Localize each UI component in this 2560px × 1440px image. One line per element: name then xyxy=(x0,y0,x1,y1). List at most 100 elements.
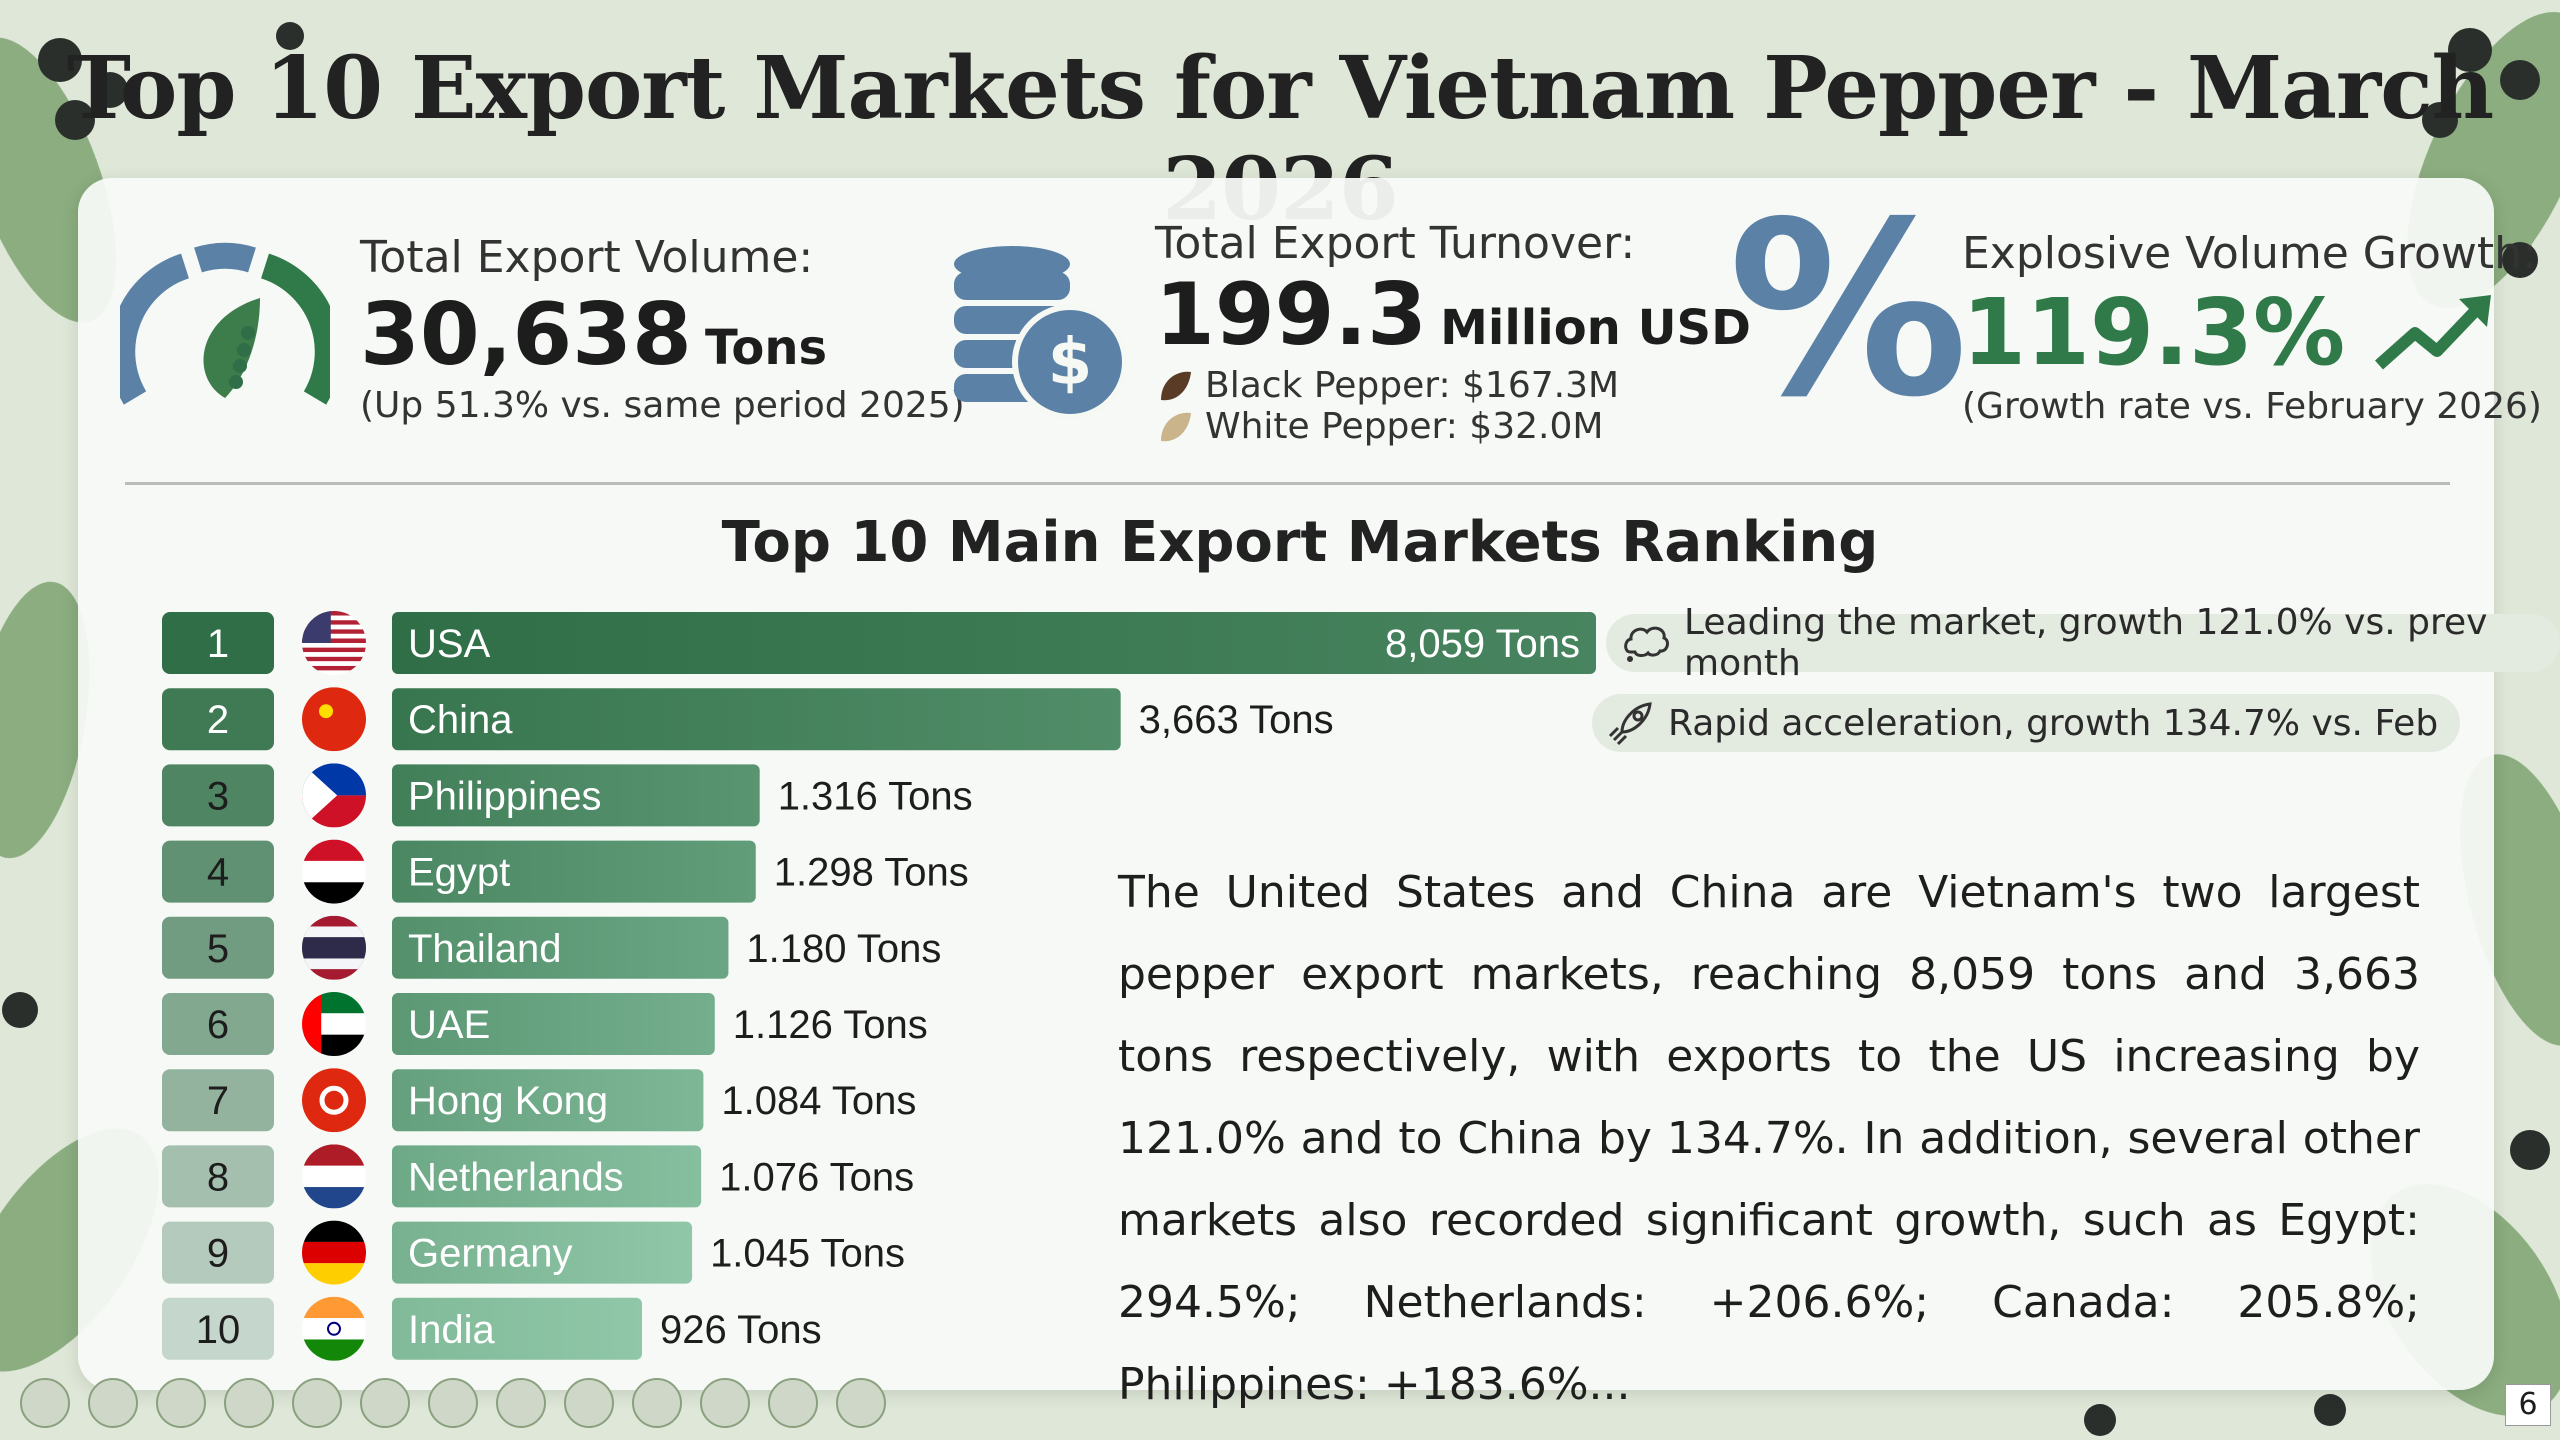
rank-number: 8 xyxy=(207,1155,229,1199)
rank-number: 10 xyxy=(196,1308,241,1352)
black-peppercorn-icon xyxy=(1161,371,1191,400)
bar xyxy=(392,1221,693,1284)
kpi-volume-note: (Up 51.3% vs. same period 2025) xyxy=(360,385,965,426)
rank-number: 3 xyxy=(207,774,229,818)
kpi-growth-value: 119.3% xyxy=(1962,279,2346,386)
bar-category-label: China xyxy=(408,698,513,742)
annotation-usa: Leading the market, growth 121.0% vs. pr… xyxy=(1606,602,2560,684)
philippines-flag-icon xyxy=(302,763,366,828)
bar-value-label: 8,059 Tons xyxy=(1385,622,1580,666)
hongkong-flag-icon xyxy=(302,1068,366,1133)
certification-badge-icon xyxy=(632,1378,682,1428)
rocket-icon xyxy=(1608,700,1654,746)
certification-badge-icon xyxy=(564,1378,614,1428)
bar xyxy=(392,916,729,979)
bar-value-label: 1.180 Tons xyxy=(746,927,941,971)
bar-category-label: USA xyxy=(408,622,491,666)
bar-category-label: Germany xyxy=(408,1232,573,1276)
bar xyxy=(392,1069,704,1132)
bar-value-label: 1.126 Tons xyxy=(733,1003,928,1047)
annotation-china: Rapid acceleration, growth 134.7% vs. Fe… xyxy=(1592,694,2461,752)
bar-value-label: 1.298 Tons xyxy=(774,851,969,895)
bar-category-label: Thailand xyxy=(408,927,561,971)
rank-box xyxy=(162,1145,274,1208)
svg-text:$: $ xyxy=(1048,326,1093,400)
germany-flag-icon xyxy=(302,1220,366,1285)
bar-value-label: 1.045 Tons xyxy=(710,1232,905,1276)
kpi-turnover-unit: Million USD xyxy=(1440,300,1751,356)
coin-stack-icon: $ xyxy=(954,246,1128,420)
kpi-growth: Explosive Volume Growth: 119.3% (Growth … xyxy=(1962,228,2542,427)
kpi-turnover: Total Export Turnover: 199.3 Million USD… xyxy=(1155,218,1751,447)
bar-category-label: UAE xyxy=(408,1003,490,1047)
rank-number: 7 xyxy=(207,1079,229,1123)
china-flag-icon xyxy=(302,687,366,752)
black-pepper-value: Black Pepper: $167.3M xyxy=(1205,365,1620,406)
annotation-china-text: Rapid acceleration, growth 134.7% vs. Fe… xyxy=(1668,702,2439,744)
certification-badges xyxy=(20,1378,886,1428)
rank-box xyxy=(162,993,274,1055)
percent-icon: % xyxy=(1728,170,1969,450)
rank-box xyxy=(162,916,274,979)
thought-bubble-icon xyxy=(1622,622,1670,664)
kpi-volume-label: Total Export Volume: xyxy=(360,232,814,283)
us-flag-icon xyxy=(302,611,366,675)
bar-category-label: India xyxy=(408,1308,495,1352)
rank-box xyxy=(162,764,274,827)
kpi-turnover-label: Total Export Turnover: xyxy=(1155,218,1636,269)
certification-badge-icon xyxy=(428,1378,478,1428)
certification-badge-icon xyxy=(360,1378,410,1428)
bar xyxy=(392,1297,642,1360)
certification-badge-icon xyxy=(768,1378,818,1428)
certification-badge-icon xyxy=(700,1378,750,1428)
rank-box xyxy=(162,1069,274,1132)
bar-category-label: Netherlands xyxy=(408,1155,624,1199)
annotation-usa-text: Leading the market, growth 121.0% vs. pr… xyxy=(1684,602,2488,684)
bar-value-label: 1.076 Tons xyxy=(719,1155,914,1199)
rank-number: 9 xyxy=(207,1232,229,1276)
white-pepper-row: White Pepper: $32.0M xyxy=(1155,406,1751,447)
thailand-flag-icon xyxy=(302,915,366,980)
rank-number: 6 xyxy=(207,1003,229,1047)
certification-badge-icon xyxy=(20,1378,70,1428)
rank-box xyxy=(162,612,274,674)
bar-category-label: Hong Kong xyxy=(408,1079,608,1123)
bar xyxy=(392,840,756,903)
trend-up-icon xyxy=(2375,294,2492,369)
divider xyxy=(125,482,2450,485)
bar-value-label: 926 Tons xyxy=(660,1308,822,1352)
certification-badge-icon xyxy=(836,1378,886,1428)
rank-number: 2 xyxy=(207,698,229,742)
kpi-volume: Total Export Volume: 30,638 Tons (Up 51.… xyxy=(360,232,965,426)
page-number: 6 xyxy=(2505,1384,2551,1426)
white-pepper-value: White Pepper: $32.0M xyxy=(1205,406,1604,447)
kpi-turnover-value: 199.3 xyxy=(1155,265,1428,365)
certification-badge-icon xyxy=(292,1378,342,1428)
bar-value-label: 1.316 Tons xyxy=(778,774,973,818)
white-peppercorn-icon xyxy=(1161,412,1191,441)
certification-badge-icon xyxy=(224,1378,274,1428)
rank-number: 1 xyxy=(207,622,229,666)
page-title: Top 10 Export Markets for Vietnam Pepper… xyxy=(66,38,2494,240)
bar-value-label: 1.084 Tons xyxy=(721,1079,916,1123)
bar xyxy=(392,612,1596,674)
bar xyxy=(392,764,760,827)
kpi-volume-value: 30,638 xyxy=(360,285,692,385)
kpi-volume-unit: Tons xyxy=(704,320,828,376)
bar-category-label: Egypt xyxy=(408,851,510,895)
rank-box xyxy=(162,1221,274,1284)
bar-category-label: Philippines xyxy=(408,774,601,818)
rank-number: 5 xyxy=(207,927,229,971)
india-flag-icon xyxy=(302,1296,366,1361)
chart-title: Top 10 Main Export Markets Ranking xyxy=(721,510,1879,575)
kpi-growth-label: Explosive Volume Growth: xyxy=(1962,228,2537,279)
bar xyxy=(392,688,1121,751)
certification-badge-icon xyxy=(88,1378,138,1428)
rank-box xyxy=(162,1297,274,1360)
black-pepper-row: Black Pepper: $167.3M xyxy=(1155,365,1751,406)
certification-badge-icon xyxy=(496,1378,546,1428)
bar-value-label: 3,663 Tons xyxy=(1139,698,1334,742)
uae-flag-icon xyxy=(302,992,366,1056)
netherlands-flag-icon xyxy=(302,1144,366,1209)
rank-number: 4 xyxy=(207,851,229,895)
